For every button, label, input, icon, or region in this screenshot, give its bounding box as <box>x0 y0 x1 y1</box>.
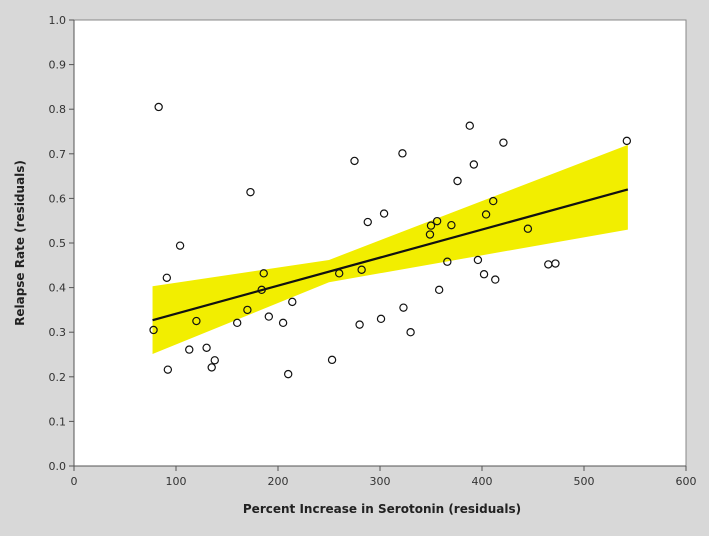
data-point <box>192 316 201 326</box>
confidence-band <box>152 144 628 355</box>
data-point <box>355 320 364 329</box>
y-tick-label: 0.7 <box>49 148 67 161</box>
data-points-layer <box>149 102 632 379</box>
data-point <box>207 363 216 372</box>
data-point <box>154 102 163 112</box>
y-tick-label: 0.5 <box>49 237 67 250</box>
x-tick-label: 200 <box>268 475 289 488</box>
y-tick-label: 0.1 <box>49 415 67 428</box>
x-axis-title: Percent Increase in Serotonin (residuals… <box>243 502 521 516</box>
data-point <box>327 355 337 365</box>
data-point <box>376 314 386 324</box>
x-tick-label: 0 <box>71 475 78 488</box>
data-point <box>469 160 479 169</box>
data-point <box>465 121 474 130</box>
x-tick-label: 500 <box>574 475 595 488</box>
data-point <box>357 265 366 274</box>
y-tick-label: 0.0 <box>49 460 67 473</box>
data-point <box>246 187 255 197</box>
trend-line-layer <box>152 188 629 322</box>
y-tick-label: 0.6 <box>49 192 67 205</box>
y-tick-label: 0.2 <box>49 371 67 384</box>
data-point <box>479 270 489 279</box>
x-tick-label: 100 <box>166 475 187 488</box>
y-tick-label: 0.4 <box>49 282 67 295</box>
data-point <box>551 259 560 268</box>
x-tick-label: 400 <box>472 475 493 488</box>
data-point <box>175 241 185 250</box>
data-point <box>399 303 408 312</box>
data-point <box>232 318 242 328</box>
data-point <box>489 196 498 206</box>
axes-layer: 0 100 200 300 400 500 600 0.0 0.1 0.2 0.3 0.4 0.5 0.6… <box>49 14 697 488</box>
data-point <box>149 325 158 335</box>
data-point <box>425 230 435 239</box>
trend-line <box>152 188 629 322</box>
confidence-band-layer <box>152 144 628 355</box>
data-point <box>257 285 266 295</box>
data-point <box>379 209 389 218</box>
data-point <box>284 369 293 379</box>
data-point <box>259 269 268 278</box>
data-point <box>622 136 632 146</box>
data-point <box>447 220 456 230</box>
data-point <box>499 138 508 147</box>
data-point <box>523 224 533 233</box>
data-point <box>432 216 442 226</box>
data-point <box>162 273 172 282</box>
data-point <box>278 318 288 328</box>
data-point <box>398 149 407 158</box>
data-point <box>453 176 462 186</box>
data-point <box>426 221 436 230</box>
data-point <box>406 328 415 337</box>
data-point <box>443 257 452 266</box>
x-tick-label: 600 <box>676 475 697 488</box>
data-point <box>210 356 219 365</box>
x-tick-label: 300 <box>370 475 391 488</box>
data-point <box>185 345 194 354</box>
data-point <box>243 305 252 315</box>
data-point <box>288 297 297 307</box>
data-point <box>473 255 483 265</box>
data-point <box>264 312 274 321</box>
data-point <box>202 343 211 353</box>
data-point <box>163 365 173 374</box>
data-point <box>363 217 372 227</box>
y-axis-title: Relapse Rate (residuals) <box>13 160 27 326</box>
data-point <box>491 275 500 284</box>
data-point <box>434 285 444 295</box>
data-point <box>350 156 359 166</box>
data-point <box>335 269 344 278</box>
y-tick-label: 0.3 <box>49 326 67 339</box>
y-tick-label: 0.8 <box>49 103 67 116</box>
y-tick-label: 0.9 <box>49 59 67 72</box>
data-point <box>481 210 491 219</box>
y-tick-label: 1.0 <box>49 14 67 27</box>
